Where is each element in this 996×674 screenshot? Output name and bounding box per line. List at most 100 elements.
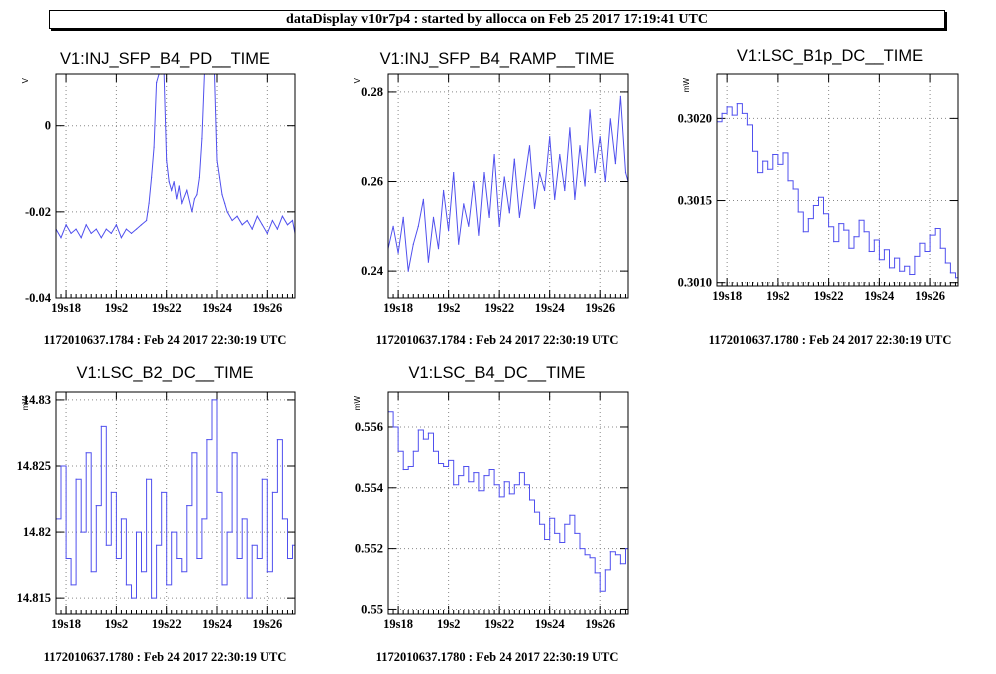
data-point [166,159,168,161]
x-tick-label: 19s26 [252,301,282,315]
data-point [191,452,193,454]
data-point [569,127,571,129]
data-point [468,225,470,227]
data-point [427,432,429,434]
data-point [178,185,180,187]
data-point [488,216,490,218]
data-point [281,215,283,217]
x-tick-label: 19s26 [585,617,615,631]
data-point [90,571,92,573]
data-point [181,571,183,573]
data-point [412,450,414,452]
data-point [412,243,414,245]
x-tick-label: 19s22 [152,301,182,315]
data-point [60,465,62,467]
data-point [584,185,586,187]
data-point [757,172,759,174]
data-point [589,557,591,559]
x-tick-label: 19s24 [202,301,233,315]
y-tick-label: 0.55 [361,602,383,616]
data-point [528,499,531,501]
data-point [833,241,835,243]
data-point [206,439,208,441]
data-point [95,228,97,230]
data-point [822,213,825,215]
data-point [266,571,268,573]
data-point [246,597,248,599]
data-point [427,261,429,263]
data-point [539,523,541,525]
data-point [619,563,622,565]
data-point [483,172,485,174]
data-point [291,544,294,546]
x-tick-label: 19s24 [535,301,566,315]
data-point [286,224,289,226]
data-point [105,544,107,546]
data-point [85,224,87,226]
data-point [619,95,622,97]
data-point [161,491,163,493]
data-point [171,189,173,191]
data-point [191,211,193,213]
data-point [584,554,586,556]
data-point [271,219,273,222]
data-point [151,176,153,178]
data-point [508,212,510,214]
data-point [554,532,556,535]
data-point [473,180,475,183]
data-point [924,250,926,253]
plot-title: V1:LSC_B1p_DC__TIME [737,47,923,65]
data-point [574,198,576,200]
data-point [787,180,789,182]
data-point [75,478,77,480]
data-point [196,194,198,196]
data-point [261,478,263,480]
data-point [614,554,617,556]
data-point [130,232,133,234]
data-point [523,180,526,183]
series-line [388,96,628,272]
plot-title: V1:INJ_SFP_B4_PD__TIME [60,50,270,68]
data-point [236,215,238,217]
x-tick-label: 19s26 [585,301,615,315]
data-point [422,438,424,440]
data-point [614,163,617,165]
data-point [848,247,850,249]
data-point [256,557,258,560]
data-point [153,146,155,148]
data-point [266,232,268,234]
y-tick-label: 0.3010 [678,276,712,290]
y-unit-label: V [21,77,30,83]
data-point [599,136,601,138]
plot-footer: 1172010637.1784 : Feb 24 2017 22:30:19 U… [376,333,619,347]
data-point [939,247,941,249]
data-point [224,202,226,204]
y-unit-label: V [353,77,362,83]
data-point [909,273,911,276]
data-point [231,219,233,222]
data-point [211,399,213,401]
data-point [246,219,248,222]
data-point [726,106,728,108]
data-point [181,202,183,204]
data-point [110,491,112,493]
data-point [432,216,435,218]
plot-frame [387,391,629,615]
x-tick-label: 19s22 [814,289,844,303]
plot-title: V1:LSC_B2_DC__TIME [77,364,254,382]
y-tick-label: 0.554 [355,481,384,495]
x-tick-label: 19s18 [712,289,742,303]
data-point [792,188,794,190]
y-tick-label: 0.28 [361,85,383,99]
y-tick-label: 0.556 [355,420,383,434]
plot-footer: 1172010637.1780 : Feb 24 2017 22:30:19 U… [376,650,619,664]
plot-frame [55,73,296,299]
data-point [802,231,804,233]
y-tick-label: 14.83 [23,393,51,407]
data-point [198,176,200,178]
x-tick-label: 19s2 [437,301,461,315]
data-point [251,544,253,546]
data-point [85,452,87,454]
data-point [168,181,170,183]
data-point [135,228,138,230]
